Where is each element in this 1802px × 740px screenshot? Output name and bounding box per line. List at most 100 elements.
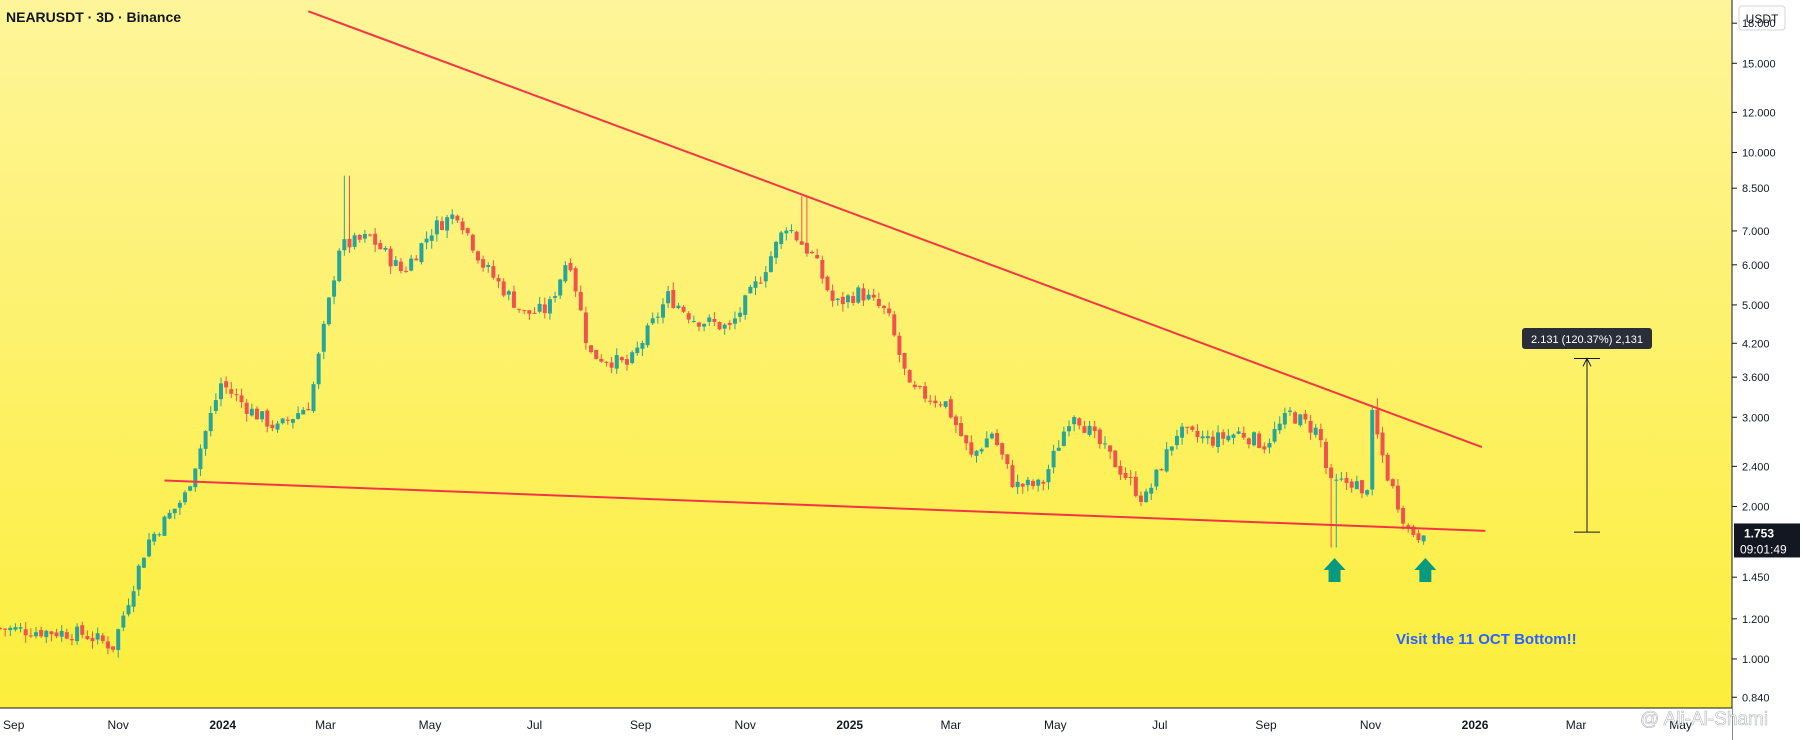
candle-body — [640, 343, 645, 349]
candle-body — [645, 325, 650, 346]
candle-body — [1190, 426, 1195, 430]
candle-body — [876, 298, 881, 307]
candle-body — [1097, 429, 1102, 445]
candle-body — [583, 312, 588, 344]
price-tick-label: 12.000 — [1742, 107, 1776, 119]
candle-body — [0, 627, 2, 629]
candle-body — [650, 318, 655, 324]
candle-body — [424, 238, 429, 243]
candle-body — [753, 281, 758, 288]
candle-body — [157, 534, 162, 536]
candle-body — [892, 314, 897, 336]
candle-body — [1267, 443, 1272, 448]
descending-resistance-line[interactable] — [308, 10, 1483, 449]
candle-body — [80, 625, 85, 635]
candle-body — [188, 486, 193, 491]
candle-body — [203, 431, 208, 449]
candle-body — [301, 409, 306, 415]
candle-body — [501, 281, 506, 296]
candle-body — [1231, 434, 1236, 438]
currency-badge[interactable]: USDT — [1738, 5, 1786, 31]
candle-body — [1169, 446, 1174, 451]
candle-body — [275, 423, 280, 430]
candle-body — [1061, 431, 1066, 446]
candle-body — [1185, 426, 1190, 428]
candle-body — [630, 352, 635, 363]
candle-body — [1395, 485, 1400, 510]
candle-body — [547, 299, 552, 314]
candle-body — [784, 230, 789, 234]
candle-body — [450, 214, 455, 219]
candle-body — [619, 357, 624, 361]
price-scale[interactable] — [1732, 0, 1802, 740]
price-tick-label: 5.000 — [1742, 300, 1770, 312]
candle-body — [419, 243, 424, 263]
candle-body — [794, 231, 799, 241]
candle-body — [810, 251, 815, 254]
candle-body — [568, 263, 573, 271]
candle-body — [152, 533, 157, 542]
candle-body — [604, 361, 609, 363]
candle-body — [1046, 469, 1051, 483]
candle-body — [1421, 535, 1426, 542]
candle-body — [989, 433, 994, 439]
candle-body — [779, 232, 784, 245]
time-tick-label: Nov — [108, 718, 129, 732]
candle-body — [666, 291, 671, 304]
candle-body — [933, 400, 938, 404]
candle-body — [8, 627, 13, 631]
candle-body — [54, 632, 59, 637]
annotations-layer — [1323, 357, 1600, 582]
current-price-value: 1.753 — [1744, 526, 1774, 540]
candle-body — [39, 629, 44, 637]
candle-body — [1174, 435, 1179, 446]
candle-body — [902, 353, 907, 369]
candle-body — [1406, 525, 1411, 529]
price-tick-label: 4.200 — [1742, 338, 1770, 350]
candle-body — [481, 259, 486, 268]
candle-body — [1236, 431, 1241, 434]
candle-body — [368, 234, 373, 236]
up-arrow-marker[interactable] — [1414, 558, 1437, 582]
candle-body — [280, 418, 285, 424]
candle-body — [260, 411, 265, 420]
candle-body — [1257, 433, 1262, 448]
candle-body — [774, 241, 779, 258]
price-tick-label: 1.450 — [1742, 572, 1770, 584]
candle-body — [953, 416, 958, 426]
candle-body — [1072, 417, 1077, 425]
time-axis[interactable] — [0, 708, 1732, 740]
candle-body — [445, 217, 450, 231]
candle-body — [1241, 432, 1246, 438]
candle-body — [717, 322, 722, 330]
candle-body — [373, 233, 378, 245]
up-arrow-marker[interactable] — [1323, 558, 1346, 582]
flat-support-line[interactable] — [164, 479, 1486, 532]
candle-body — [959, 423, 964, 437]
time-tick-label: Sep — [630, 718, 652, 732]
candle-body — [111, 646, 116, 650]
candle-body — [871, 294, 876, 298]
candle-body — [887, 308, 892, 314]
candle-body — [1133, 476, 1138, 496]
candle-body — [835, 298, 840, 300]
time-tick-label: Jul — [1152, 718, 1167, 732]
candle-body — [316, 353, 321, 385]
candle-body — [856, 287, 861, 303]
candle-body — [439, 221, 444, 230]
candle-body — [511, 291, 516, 308]
candle-body — [1031, 481, 1036, 487]
candle-body — [337, 250, 342, 282]
candle-body — [1092, 426, 1097, 432]
candle-body — [995, 433, 1000, 446]
currency-label: USDT — [1746, 12, 1779, 26]
candle-body — [496, 277, 501, 282]
candle-body — [1138, 495, 1143, 502]
candle-body — [465, 228, 470, 234]
time-tick-label: Mar — [940, 718, 961, 732]
candle-body — [671, 289, 676, 308]
time-tick-label: Mar — [315, 718, 336, 732]
candle-body — [95, 633, 100, 640]
candle-body — [1272, 429, 1277, 442]
